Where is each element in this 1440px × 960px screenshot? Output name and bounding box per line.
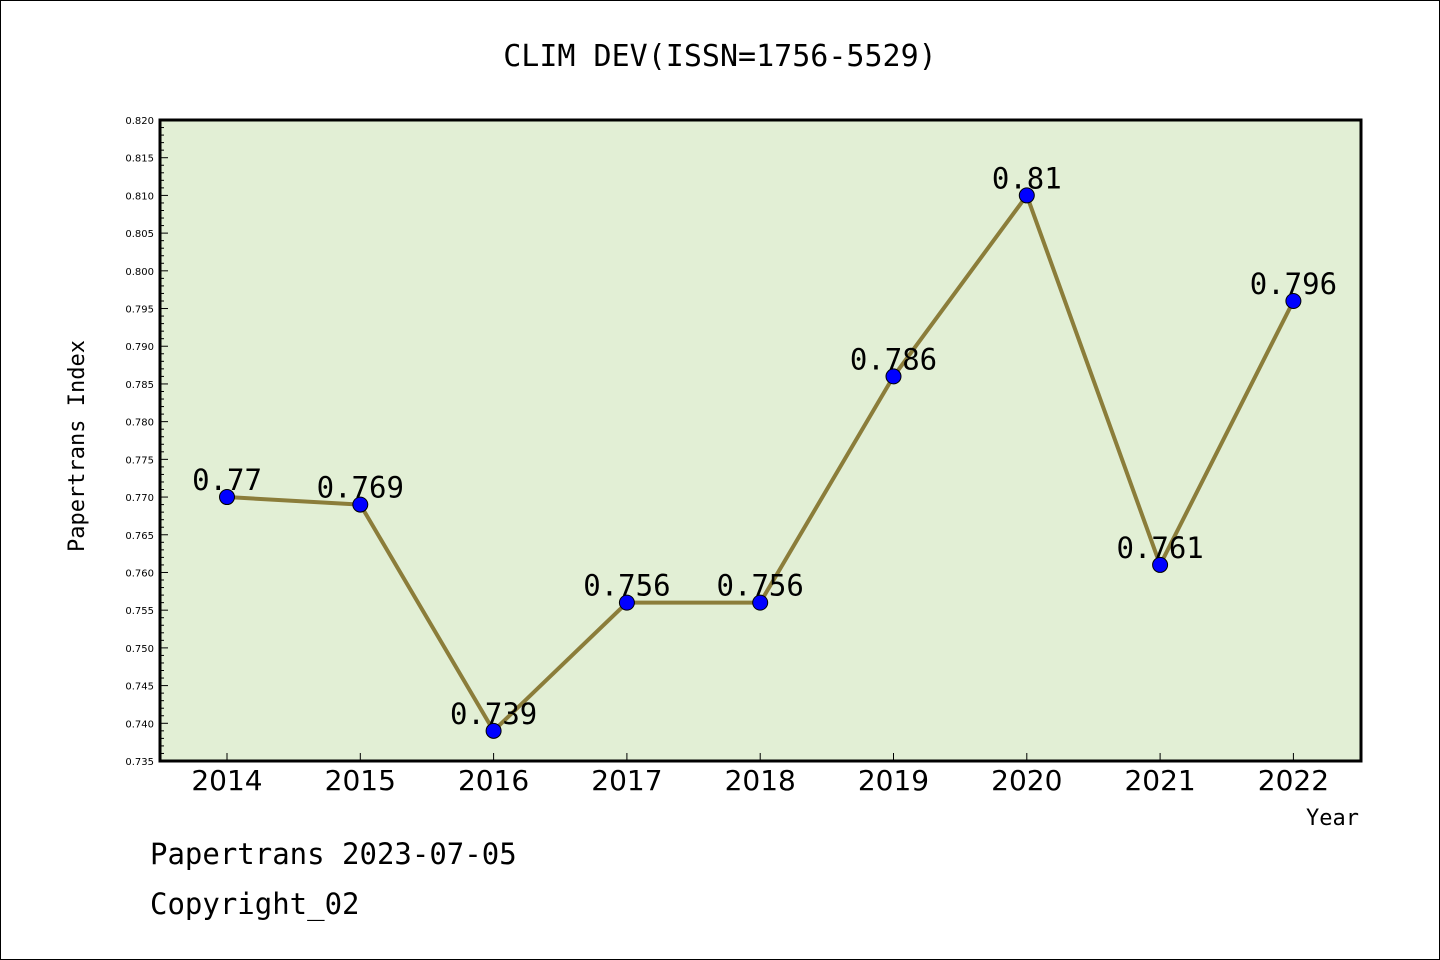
data-label: 0.739 <box>450 697 537 731</box>
y-tick-label: 0.740 <box>125 719 154 730</box>
y-tick-label: 0.780 <box>125 418 154 429</box>
data-point <box>219 489 235 506</box>
y-tick-label: 0.790 <box>125 342 154 353</box>
data-point <box>1285 292 1302 309</box>
x-tick-label: 2019 <box>858 764 929 797</box>
data-label: 0.769 <box>317 471 404 505</box>
data-point <box>1018 187 1035 204</box>
data-point <box>1152 556 1169 573</box>
footer-copyright: Copyright_02 <box>150 887 360 922</box>
x-tick-label: 2021 <box>1124 764 1195 797</box>
x-tick-label: 2017 <box>591 764 662 797</box>
y-axis-ticks: 0.735 0.740 0.745 0.750 0.755 0.760 0.765 0.770… <box>125 116 168 768</box>
x-tick-label: 2015 <box>325 764 396 797</box>
x-axis-ticks: 2014 2015 2016 2017 2018 2019 2020 2021 2022 <box>191 753 1329 797</box>
data-point <box>752 594 769 611</box>
x-tick-label: 2022 <box>1258 764 1329 797</box>
y-tick-label: 0.745 <box>125 682 154 693</box>
data-point <box>618 594 635 611</box>
x-tick-label: 2014 <box>191 764 262 797</box>
data-point <box>352 496 369 513</box>
y-tick-label: 0.755 <box>125 606 154 617</box>
y-tick-label: 0.795 <box>125 305 154 316</box>
x-axis-label: Year <box>1306 806 1359 831</box>
y-tick-label: 0.750 <box>125 644 154 655</box>
y-tick-label: 0.770 <box>125 493 154 504</box>
y-tick-label: 0.785 <box>125 380 154 391</box>
x-tick-label: 2016 <box>458 764 529 797</box>
data-point <box>885 368 902 385</box>
y-tick-label: 0.805 <box>125 229 154 240</box>
x-tick-label: 2018 <box>725 764 796 797</box>
y-tick-label: 0.810 <box>125 191 154 202</box>
data-label: 0.756 <box>583 569 670 603</box>
data-point <box>485 722 502 739</box>
data-label: 0.796 <box>1250 267 1337 301</box>
y-tick-label: 0.800 <box>125 267 154 278</box>
data-labels: 0.77 0.769 0.739 0.756 0.756 0.786 0.81 0.761 0.… <box>192 161 1337 730</box>
footer-date: Papertrans 2023-07-05 <box>150 837 517 871</box>
plot-area <box>160 120 1361 761</box>
plot-border <box>158 118 1363 763</box>
series-markers <box>219 187 1302 739</box>
chart-title: CLIM DEV(ISSN=1756-5529) <box>503 39 936 74</box>
y-tick-label: 0.760 <box>125 568 154 579</box>
y-tick-label: 0.820 <box>125 116 154 127</box>
y-tick-label: 0.775 <box>125 455 154 466</box>
data-label: 0.756 <box>717 569 804 603</box>
x-tick-label: 2020 <box>991 764 1062 797</box>
y-tick-label: 0.735 <box>125 757 154 768</box>
data-label: 0.786 <box>850 342 937 376</box>
y-tick-label: 0.765 <box>125 531 154 542</box>
y-tick-label: 0.815 <box>125 154 154 165</box>
data-label: 0.81 <box>992 161 1062 195</box>
data-label: 0.761 <box>1116 531 1203 565</box>
data-label: 0.77 <box>192 463 262 497</box>
y-axis-label: Papertrans Index <box>65 340 90 552</box>
